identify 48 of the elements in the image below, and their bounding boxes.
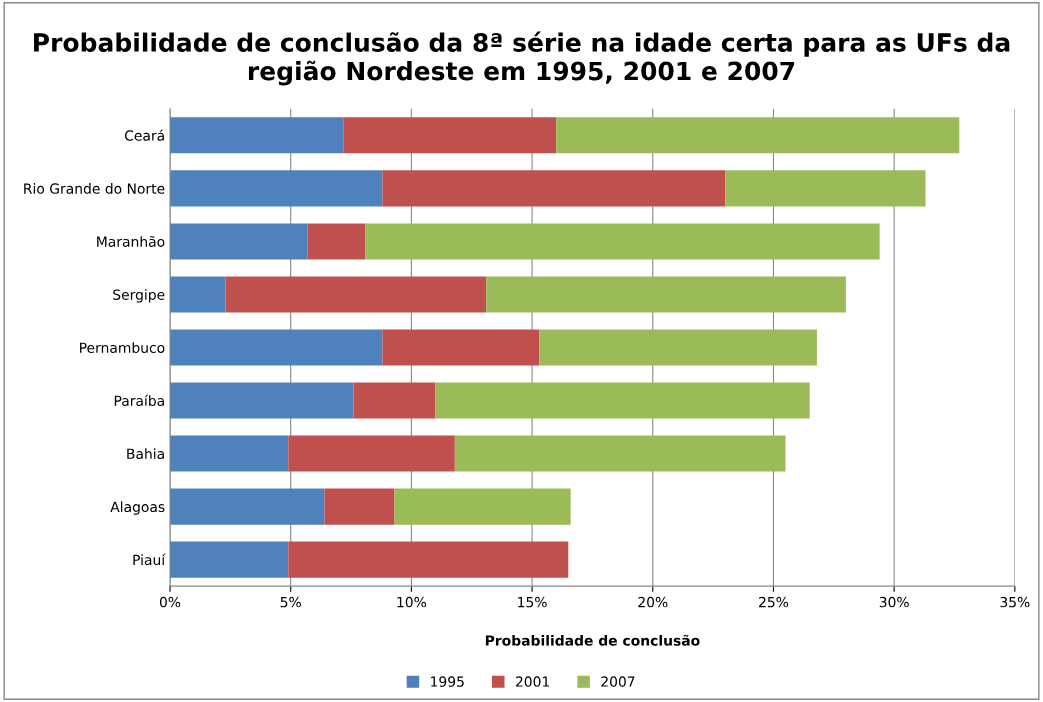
bar xyxy=(170,329,383,366)
legend-label: 2007 xyxy=(601,676,635,687)
x-tick-label: 25% xyxy=(759,596,789,608)
legend-label: 2001 xyxy=(515,676,549,687)
bar xyxy=(394,488,571,525)
y-tick-label: Alagoas xyxy=(110,501,165,515)
bar xyxy=(324,488,395,525)
bar xyxy=(454,435,786,472)
bar xyxy=(382,170,726,207)
bar xyxy=(353,382,436,419)
bar xyxy=(288,541,569,578)
bar xyxy=(725,170,926,207)
x-tick-label: 30% xyxy=(879,596,909,608)
bar xyxy=(170,117,344,154)
x-axis-title: Probabilidade de conclusão xyxy=(485,634,700,646)
legend-label: 1995 xyxy=(431,676,464,687)
bar xyxy=(556,117,960,154)
bar xyxy=(170,541,289,578)
bar xyxy=(170,435,289,472)
bar xyxy=(382,329,540,366)
bar xyxy=(170,223,308,260)
x-tick-label: 20% xyxy=(638,596,668,608)
bar xyxy=(170,170,383,207)
bar xyxy=(170,488,325,525)
bar xyxy=(170,382,354,419)
y-tick-label: Piauí xyxy=(133,553,166,566)
y-tick-label: Ceará xyxy=(124,129,164,141)
bar xyxy=(486,276,846,313)
y-tick-label: Paraíba xyxy=(114,394,164,406)
bar xyxy=(225,276,487,313)
y-tick-label: Rio Grande do Norte xyxy=(24,183,165,194)
bar xyxy=(435,382,810,419)
x-tick-label: 35% xyxy=(1000,596,1030,608)
bar xyxy=(170,276,226,313)
chart-title: Probabilidade de conclusão da 8ª série na idade certa para as UFs da região Nordeste em 1995, 2001 e 2007 xyxy=(34,31,1010,86)
y-tick-label: Bahia xyxy=(127,448,164,460)
y-tick-label: Pernambuco xyxy=(80,342,165,353)
bar xyxy=(539,329,817,366)
y-tick-label: Maranhão xyxy=(97,235,165,247)
bar xyxy=(365,223,880,260)
bar xyxy=(288,435,455,472)
x-tick-label: 10% xyxy=(397,596,427,608)
x-tick-label: 5% xyxy=(280,596,301,608)
y-tick-label: Sergipe xyxy=(113,289,165,303)
bar xyxy=(307,223,366,260)
x-tick-label: 0% xyxy=(159,596,181,608)
bar xyxy=(343,117,557,154)
x-tick-label: 15% xyxy=(518,596,547,608)
